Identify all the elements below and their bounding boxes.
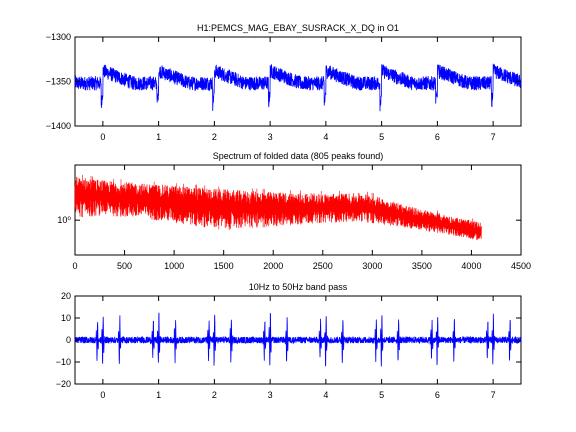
y-tick-label: −20 (56, 379, 71, 389)
x-tick-label: 3500 (412, 261, 432, 271)
x-tick-label: 4500 (511, 261, 531, 271)
axis-ticks: 0 1 2 3 4 5 6 7 −1400 −1350 −1300 (46, 32, 521, 142)
x-tick-label: 7 (491, 132, 496, 142)
y-tick-label: −1350 (46, 77, 71, 87)
x-tick-label: 6 (435, 390, 440, 400)
x-tick-label: 1500 (214, 261, 234, 271)
x-tick-label: 1000 (164, 261, 184, 271)
axis-ticks: 0 1 2 3 4 5 6 7 −20 −10 0 10 20 (56, 291, 521, 400)
y-tick-label: −1300 (46, 32, 71, 42)
y-tick-label: −1400 (46, 121, 71, 131)
x-tick-label: 3000 (362, 261, 382, 271)
x-tick-label: 4 (323, 132, 328, 142)
y-tick-label: 10⁰ (57, 215, 71, 225)
x-tick-label: 1 (156, 390, 161, 400)
spectrum-panel: Spectrum of folded data (805 peaks found… (57, 151, 531, 271)
x-tick-label: 6 (435, 132, 440, 142)
x-tick-label: 2500 (313, 261, 333, 271)
x-tick-label: 2 (212, 390, 217, 400)
bandpass-panel: 10Hz to 50Hz band pass 0 1 2 3 4 5 6 7 −20 −10 0 10… (56, 282, 522, 400)
axis-ticks: 0 500 1000 1500 2000 2500 3000 3500 4000 4500 10⁰ (57, 165, 531, 271)
series-line (74, 63, 522, 112)
y-tick-label: 0 (66, 335, 71, 345)
series-line (74, 312, 522, 367)
x-tick-label: 5 (379, 390, 384, 400)
x-tick-label: 0 (100, 390, 105, 400)
x-tick-label: 0 (72, 261, 77, 271)
x-tick-label: 4000 (461, 261, 481, 271)
x-tick-label: 5 (379, 132, 384, 142)
x-tick-label: 500 (117, 261, 132, 271)
x-tick-label: 4 (323, 390, 328, 400)
series-layer (74, 63, 522, 112)
y-tick-label: 10 (61, 313, 71, 323)
chart-title: Spectrum of folded data (805 peaks found… (213, 151, 384, 161)
chart-title: 10Hz to 50Hz band pass (249, 282, 348, 292)
series-layer (74, 174, 482, 240)
x-tick-label: 1 (156, 132, 161, 142)
time-series-panel: H1:PEMCS_MAG_EBAY_SUSRACK_X_DQ in O1 0 1 2… (46, 23, 522, 142)
x-tick-label: 3 (268, 132, 273, 142)
x-tick-label: 2 (212, 132, 217, 142)
x-tick-label: 2000 (263, 261, 283, 271)
series-line (74, 176, 482, 240)
x-tick-label: 7 (491, 390, 496, 400)
y-tick-label: −10 (56, 357, 71, 367)
x-tick-label: 3 (268, 390, 273, 400)
y-tick-label: 20 (61, 291, 71, 301)
series-layer (74, 312, 522, 367)
chart-title: H1:PEMCS_MAG_EBAY_SUSRACK_X_DQ in O1 (197, 23, 399, 33)
x-tick-label: 0 (100, 132, 105, 142)
